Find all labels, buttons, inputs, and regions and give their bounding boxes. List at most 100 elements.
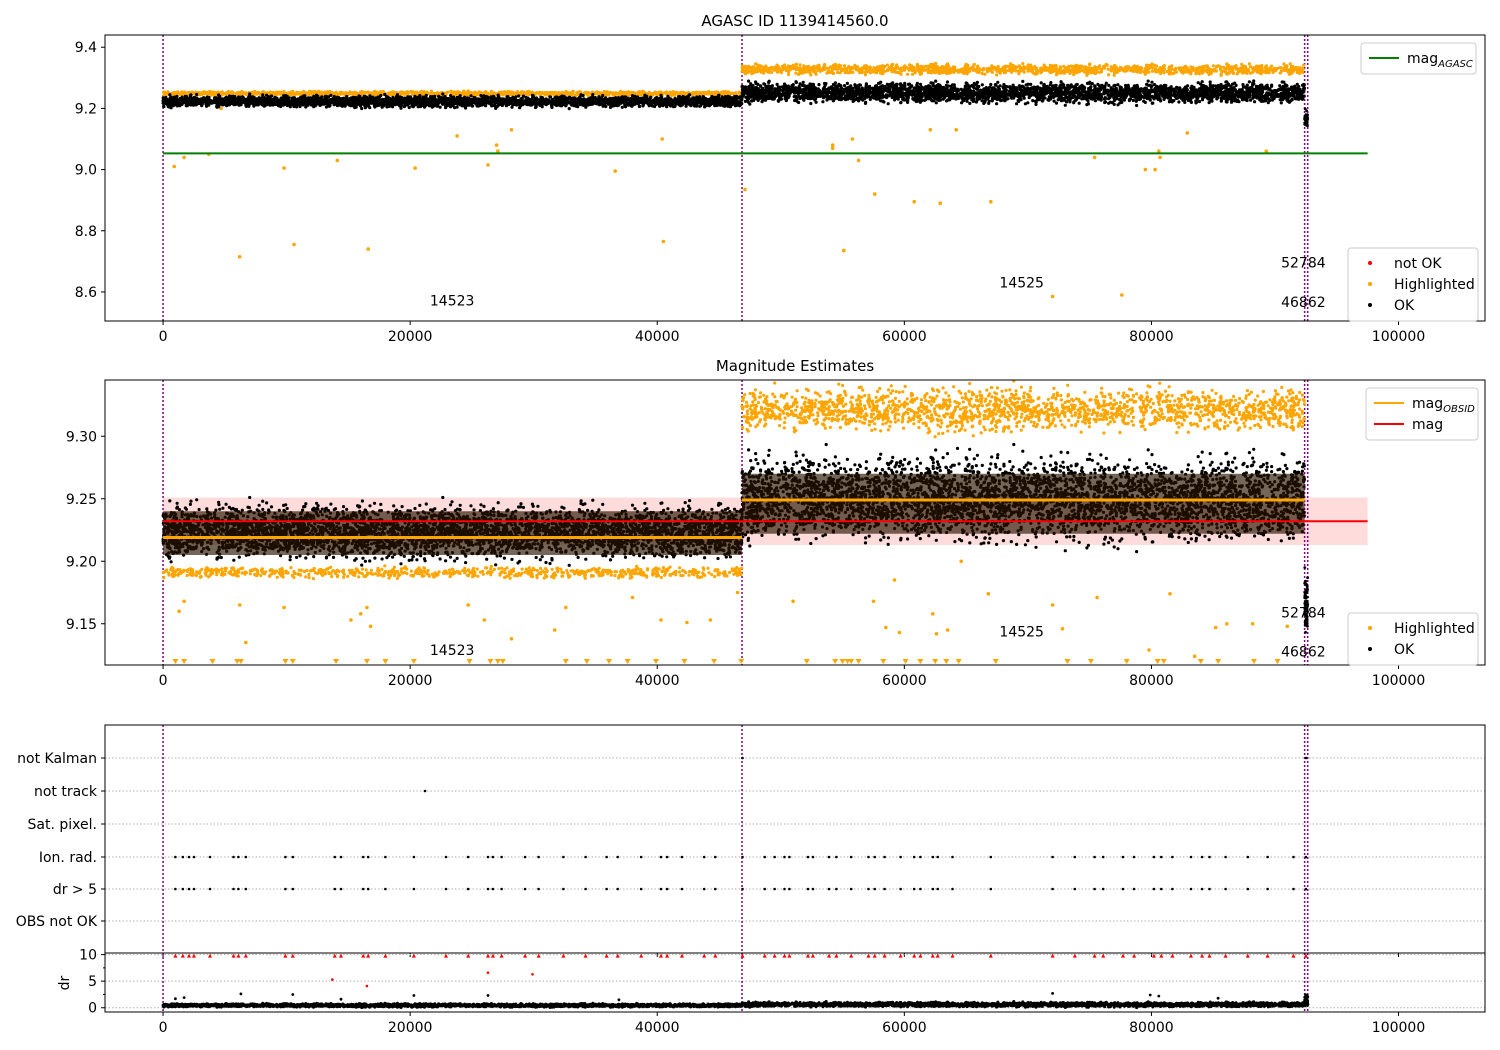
data-point bbox=[1050, 294, 1055, 299]
data-point bbox=[1218, 65, 1222, 69]
data-point bbox=[472, 91, 476, 95]
data-point bbox=[1139, 69, 1143, 73]
data-point bbox=[1153, 167, 1157, 172]
data-point bbox=[527, 92, 531, 96]
data-point bbox=[661, 239, 666, 244]
data-point bbox=[831, 71, 836, 76]
data-point bbox=[494, 143, 499, 147]
data-point bbox=[928, 128, 933, 132]
data-point bbox=[200, 101, 204, 105]
data-point bbox=[1007, 68, 1011, 72]
data-point bbox=[1146, 64, 1150, 68]
data-point bbox=[1254, 68, 1258, 72]
data-point bbox=[1137, 66, 1142, 70]
data-point bbox=[1263, 69, 1267, 73]
data-point bbox=[468, 91, 472, 95]
data-point bbox=[553, 90, 557, 94]
data-point bbox=[794, 71, 798, 75]
data-point bbox=[1142, 69, 1146, 73]
data-point bbox=[764, 64, 768, 68]
data-point bbox=[842, 248, 846, 253]
data-point bbox=[231, 92, 235, 96]
data-point bbox=[360, 92, 364, 96]
data-point bbox=[1062, 68, 1066, 72]
data-point bbox=[595, 90, 599, 94]
data-point bbox=[954, 128, 958, 132]
data-point bbox=[899, 72, 903, 76]
data-point bbox=[182, 91, 186, 95]
data-point bbox=[1022, 65, 1026, 69]
data-point bbox=[1145, 70, 1149, 74]
data-point bbox=[863, 70, 867, 74]
data-point bbox=[237, 254, 242, 259]
data-point bbox=[465, 92, 469, 96]
data-point bbox=[1172, 68, 1176, 72]
data-point bbox=[1130, 68, 1134, 72]
data-point bbox=[910, 64, 914, 68]
data-point bbox=[368, 94, 372, 98]
data-point bbox=[843, 70, 847, 75]
data-point bbox=[623, 103, 627, 107]
data-point bbox=[668, 102, 672, 107]
panel-agasc-title: AGASC ID 1139414560.0 bbox=[701, 12, 888, 30]
data-point bbox=[265, 91, 269, 95]
data-point bbox=[645, 94, 649, 98]
data-point bbox=[671, 93, 675, 97]
data-point bbox=[1118, 68, 1122, 72]
data-point bbox=[945, 62, 950, 66]
data-point bbox=[526, 90, 530, 94]
data-point bbox=[1178, 67, 1182, 71]
data-point bbox=[1197, 72, 1202, 76]
data-point bbox=[548, 91, 552, 95]
data-point bbox=[633, 91, 637, 95]
data-point bbox=[903, 64, 907, 68]
data-point bbox=[1062, 64, 1066, 68]
data-point bbox=[493, 104, 497, 108]
data-point bbox=[948, 71, 952, 75]
data-point bbox=[531, 94, 535, 98]
data-point bbox=[903, 68, 907, 72]
data-point bbox=[1174, 70, 1178, 74]
data-point bbox=[608, 90, 612, 94]
data-point bbox=[404, 90, 408, 94]
data-point bbox=[557, 91, 561, 95]
data-point bbox=[1005, 64, 1009, 68]
data-point bbox=[616, 96, 621, 100]
data-point bbox=[707, 92, 711, 96]
data-point bbox=[1225, 62, 1229, 66]
data-point bbox=[1235, 72, 1239, 76]
data-point bbox=[625, 90, 629, 94]
data-point bbox=[1257, 66, 1261, 71]
data-point bbox=[759, 68, 763, 72]
data-point bbox=[1085, 73, 1089, 77]
data-point bbox=[1290, 71, 1294, 75]
data-point bbox=[856, 158, 861, 163]
data-point bbox=[962, 67, 966, 71]
data-point bbox=[980, 71, 984, 76]
data-point bbox=[399, 106, 403, 110]
data-point bbox=[253, 89, 257, 94]
data-point bbox=[885, 69, 890, 73]
data-point bbox=[1150, 69, 1154, 73]
data-point bbox=[455, 134, 459, 138]
data-point bbox=[1120, 293, 1124, 297]
data-point bbox=[591, 93, 595, 97]
data-point bbox=[370, 92, 374, 96]
data-point bbox=[1282, 62, 1286, 66]
data-point bbox=[890, 70, 894, 74]
data-point bbox=[1043, 68, 1047, 72]
data-point bbox=[830, 143, 835, 147]
data-point bbox=[700, 91, 704, 95]
data-point bbox=[1298, 70, 1303, 74]
data-point bbox=[282, 166, 286, 170]
data-point bbox=[519, 91, 523, 95]
data-point bbox=[205, 92, 209, 96]
data-point bbox=[1287, 68, 1292, 72]
data-point bbox=[794, 62, 799, 66]
data-point bbox=[1022, 70, 1026, 74]
data-point bbox=[1083, 67, 1087, 71]
data-point bbox=[1134, 69, 1138, 73]
data-point bbox=[817, 63, 821, 67]
data-point bbox=[881, 64, 885, 68]
